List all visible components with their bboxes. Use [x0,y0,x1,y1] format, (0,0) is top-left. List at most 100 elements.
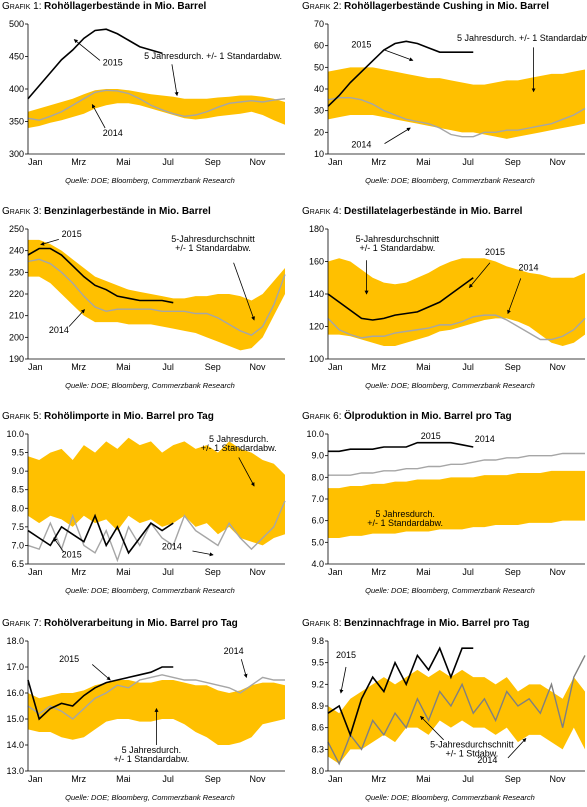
x-tick-label: Jul [162,567,174,577]
series-label: 2014 [49,325,69,335]
x-tick-label: Sep [205,157,221,167]
chart-panel: Grafik 5: Rohölimporte in Mio. Barrel pr… [2,411,286,595]
series-label: 2014 [162,542,182,552]
x-tick-label: Jul [162,774,174,784]
series-label: 2015 [62,550,82,560]
x-tick-label: Nov [249,157,266,167]
y-tick-label: 9.2 [311,679,324,689]
series-line [27,89,286,121]
x-tick-label: Nov [249,774,266,784]
x-tick-label: Mai [416,567,431,577]
x-tick-label: Nov [549,567,566,577]
y-tick-label: 10.0 [306,429,324,439]
band-label: +/- 1 Standardabw. [201,443,277,453]
series-label: 2014 [475,434,495,444]
band-label: 5-Jahresdurchschnitt [430,740,514,750]
chart-title: Grafik 5: Rohölimporte in Mio. Barrel pr… [2,411,214,422]
series-line [327,277,474,321]
x-tick-label: Sep [205,774,221,784]
series-line [327,40,474,107]
x-tick-label: Jan [28,774,43,784]
chart-panel: Grafik 2: Rohöllagerbestände Cushing in … [302,1,587,185]
title-main: Destillatelagerbestände in Mio. Barrel [344,206,523,217]
x-tick-label: Sep [205,567,221,577]
x-tick-label: Mrz [71,362,86,372]
series-line [327,646,474,738]
x-tick-label: Nov [249,362,266,372]
chart-title: Grafik 2: Rohöllagerbestände Cushing in … [302,1,549,12]
y-tick-label: 8.3 [311,744,324,754]
band-label: +/- 1 Standardabw. [113,754,189,764]
x-tick-label: Mai [116,567,131,577]
source: Quelle: DOE; Bloomberg, Commerzbank Rese… [365,381,535,390]
series-label: 2014 [224,646,244,656]
y-tick-label: 10.0 [6,429,24,439]
x-tick-label: Jul [462,362,474,372]
series-label: 2015 [351,39,371,49]
series-label: 2015 [62,229,82,239]
band-area [28,437,285,546]
series-label: 2015 [59,654,79,664]
chart-title: Grafik 6: Ölproduktion in Mio. Barrel pr… [302,409,512,422]
band-label: 5-Jahresdurchschnitt [356,234,440,244]
band-label: 5 Jahresdurch. [122,745,182,755]
y-tick-label: 190 [9,354,24,364]
chart-title: Grafik 3: Benzinlagerbestände in Mio. Ba… [2,206,211,217]
title-label: Grafik 2: [302,1,342,12]
band-label: +/- 1 Stdabw. [446,749,499,759]
arrow [91,664,111,681]
x-tick-label: Mrz [71,567,86,577]
y-tick-label: 250 [9,224,24,234]
chart-title: Grafik 4: Destillatelagerbestände in Mio… [302,206,523,217]
x-tick-label: Jan [28,567,43,577]
y-tick-label: 300 [9,149,24,159]
arrow [238,457,255,487]
x-tick-label: Nov [249,567,266,577]
series-label: 2014 [477,755,497,765]
y-tick-label: 9.0 [11,466,24,476]
arrow [91,104,106,129]
x-tick-label: Mai [416,157,431,167]
y-tick-label: 120 [309,322,324,332]
y-tick-label: 180 [309,224,324,234]
source: Quelle: DOE; Bloomberg, Commerzbank Rese… [65,793,235,802]
band-label: 5 Jahresdurch. [375,509,435,519]
y-tick-label: 7.0 [11,540,24,550]
series-line [27,513,174,555]
series-line [27,666,174,721]
title-main: Rohölimporte in Mio. Barrel pro Tag [44,411,214,422]
y-tick-label: 140 [309,289,324,299]
y-tick-label: 50 [314,62,324,72]
y-tick-label: 8.9 [311,701,324,711]
y-tick-label: 10 [314,149,324,159]
band-area [328,470,585,538]
arrow [53,537,65,553]
title-main: Rohöllagerbestände Cushing in Mio. Barre… [344,1,549,12]
band-area [328,669,585,764]
y-tick-label: 450 [9,52,24,62]
band-label: +/- 1 Standardabw. [367,518,443,528]
y-tick-label: 18.0 [6,636,24,646]
source: Quelle: DOE; Bloomberg, Commerzbank Rese… [365,793,535,802]
x-tick-label: Sep [505,157,521,167]
y-tick-label: 220 [9,289,24,299]
y-tick-label: 70 [314,19,324,29]
x-tick-label: Mrz [71,774,86,784]
y-tick-label: 350 [9,117,24,127]
series-line [328,441,474,453]
arrow [507,278,522,315]
title-label: Grafik 6: [302,411,342,422]
band-area [28,239,285,351]
y-tick-label: 30 [314,106,324,116]
source: Quelle: DOE; Bloomberg, Commerzbank Rese… [365,176,535,185]
band-label: +/- 1 Standardabw. [175,243,251,253]
arrow [507,738,527,759]
chart-panel: Grafik 6: Ölproduktion in Mio. Barrel pr… [302,409,585,595]
y-tick-label: 17.0 [6,662,24,672]
chart-title: Grafik 8: Benzinnachfrage in Mio. Barrel… [302,618,529,629]
arrow [233,262,255,321]
y-tick-label: 60 [314,41,324,51]
chart-title: Grafik 1: Rohöllagerbestände in Mio. Bar… [2,1,207,12]
x-tick-label: Mrz [371,567,386,577]
